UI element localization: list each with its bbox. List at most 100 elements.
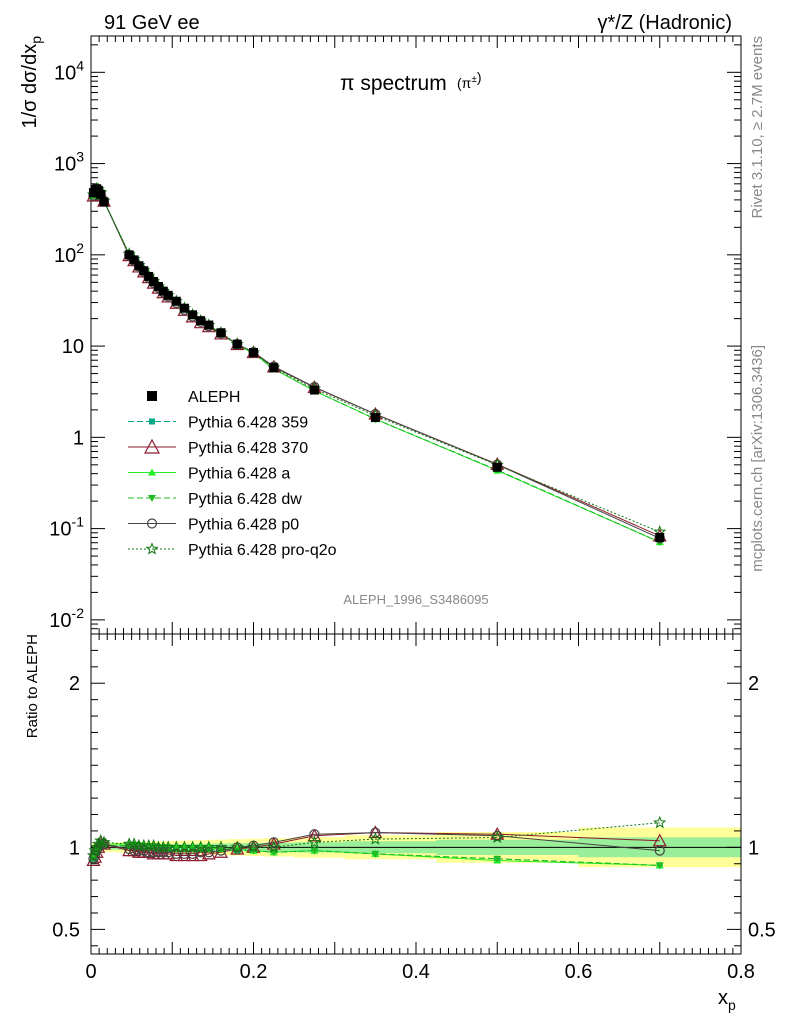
main-ylabel: 1/σ dσ/dxp [19,36,44,129]
ratio-y-tick-label: 0.5 [52,919,80,941]
ratio-point-1 [201,846,216,860]
axis-tick-labels: 0 0.2 0.4 0.6 0.8 10-2 10-1 1 10 102 103 104 0.5 0.5 1… [49,57,776,983]
ratio-ylabel: Ratio to ALEPH [24,634,41,738]
legend-label-0: ALEPH [188,389,240,406]
aleph-point [269,363,279,373]
aleph-point [188,310,198,320]
xlabel: xp [718,987,736,1013]
x-tick-label: 0.8 [727,961,755,983]
analysis-label: ALEPH_1996_S3486095 [343,592,488,607]
ratio-point-3 [233,847,242,855]
ratio-y-tick-label-right: 2 [748,673,759,695]
ratio-point-4 [309,829,320,840]
aleph-point [232,339,242,349]
aleph-point [158,286,168,296]
ratio-point-5 [86,848,101,862]
legend-marker-4 [148,495,156,502]
ratio-point-3 [310,847,319,855]
legend-marker-2 [143,438,161,454]
ratio-series-markers [86,815,667,870]
legend-marker-0 [147,391,157,401]
ratio-point-1 [307,828,322,842]
aleph-point [492,462,502,472]
ratio-point-5 [267,840,281,853]
ratio-point-3 [371,850,380,858]
aleph-point [149,277,159,287]
ratio-point-5 [653,815,667,829]
aleph-point [144,271,154,281]
mc-line-0 [92,188,660,543]
legend: ALEPH Pythia 6.428 359 Pythia 6.428 370 Pyt… [128,389,337,559]
aleph-point [96,189,106,199]
rivet-label: Rivet 3.1.10, ≥ 2.7M events [749,36,766,219]
ratio-point-1 [177,848,192,862]
aleph-point [249,348,258,358]
aleph-point [196,316,206,326]
ratio-point-5 [247,840,260,853]
legend-label-3: Pythia 6.428 a [188,466,290,483]
ratio-plot-frame [90,633,742,955]
header-right: γ*/Z (Hadronic) [598,12,732,34]
ratio-point-3 [655,862,664,870]
ratio-point-4 [215,845,227,856]
ratio-point-4 [153,847,164,858]
ratio-point-4 [133,845,145,856]
ratio-point-5 [91,837,105,850]
aleph-point [129,255,139,265]
ratio-point-4 [138,845,149,856]
mc-line-1 [92,189,660,537]
mc-line-4 [92,188,660,539]
y-tick-label: 10-1 [49,514,84,541]
ratio-point-5 [97,835,111,849]
ratio-point-1 [490,826,505,840]
ratio-point-4 [158,847,169,858]
ratio-point-5 [307,835,322,849]
aleph-point [179,303,189,313]
legend-marker-1 [149,418,155,425]
y-tick-label: 103 [54,149,84,176]
ratio-point-1 [169,848,184,862]
ratio-point-5 [230,840,244,853]
aleph-point [134,261,144,271]
ratio-y-tick-label-right: 0.5 [748,919,776,941]
chart-title-suffix: (π±) [457,69,482,91]
ratio-point-4 [268,837,279,848]
legend-label-2: Pythia 6.428 370 [188,440,308,457]
aleph-point [153,281,163,291]
ratio-y-tick-label: 2 [69,673,80,695]
y-tick-label: 104 [54,57,84,84]
ratio-point-4 [370,827,381,838]
legend-marker-3 [148,468,156,476]
legend-label-6: Pythia 6.428 pro-q2o [188,542,337,559]
aleph-point [216,328,226,338]
mcplots-label: mcplots.cern.ch [arXiv:1306.3436] [749,345,766,572]
y-tick-label: 10 [62,336,84,358]
legend-label-5: Pythia 6.428 p0 [188,517,299,534]
aleph-point [163,290,173,300]
y-tick-label: 102 [54,240,84,267]
ratio-point-4 [124,843,135,855]
aleph-point [370,413,380,423]
ratio-point-5 [214,840,228,853]
legend-label-4: Pythia 6.428 dw [188,491,302,508]
ratio-y-tick-label: 1 [69,837,80,859]
aleph-point [171,296,181,306]
legend-marker-6 [145,542,159,555]
ratio-point-1 [193,848,208,862]
aleph-point [99,197,109,207]
ratio-y-tick-label-right: 1 [748,837,759,859]
axis-ticks [90,36,742,954]
ratio-point-1 [185,848,200,862]
aleph-point [124,250,134,260]
x-tick-label: 0.6 [565,961,593,983]
mc-line-3 [92,188,660,543]
chart-title: π spectrum [340,72,447,95]
mc-series-lines [92,188,660,543]
ratio-point-5 [490,830,504,843]
ratio-point-3 [493,855,502,863]
x-tick-label: 0 [85,961,96,983]
mc-line-5 [92,188,660,533]
legend-label-1: Pythia 6.428 359 [188,415,308,432]
y-tick-label: 10-2 [49,605,84,632]
